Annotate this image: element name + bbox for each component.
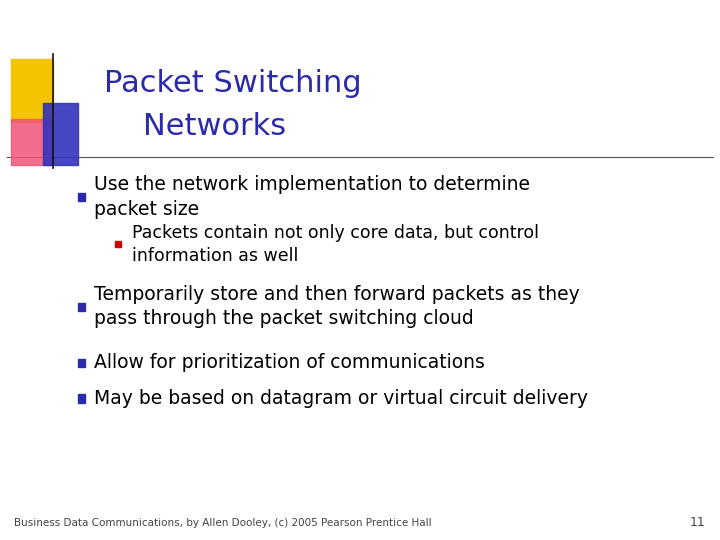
Bar [78,359,85,367]
Text: Allow for prioritization of communications: Allow for prioritization of communicatio… [94,353,485,373]
Text: May be based on datagram or virtual circuit delivery: May be based on datagram or virtual circ… [94,389,588,408]
Text: 11: 11 [690,516,706,529]
Text: Temporarily store and then forward packets as they
pass through the packet switc: Temporarily store and then forward packe… [94,285,580,328]
Bar [11,119,53,165]
Text: Use the network implementation to determine
packet size: Use the network implementation to determ… [94,176,530,219]
Bar [11,59,53,122]
Text: Packet Switching: Packet Switching [104,69,362,98]
Bar [78,193,85,201]
Bar [115,241,121,247]
Text: Packets contain not only core data, but control
information as well: Packets contain not only core data, but … [132,224,539,265]
Bar [43,103,78,165]
Text: Business Data Communications, by Allen Dooley, (c) 2005 Pearson Prentice Hall: Business Data Communications, by Allen D… [14,518,432,528]
Text: Networks: Networks [104,112,287,141]
Bar [78,394,85,403]
Bar [78,302,85,311]
